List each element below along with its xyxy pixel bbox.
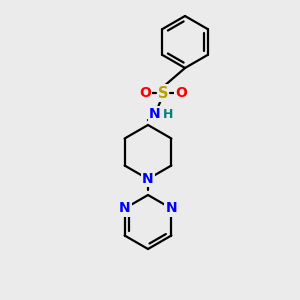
Text: H: H	[163, 109, 173, 122]
Text: O: O	[175, 86, 187, 100]
Text: S: S	[158, 85, 168, 100]
Text: N: N	[149, 107, 161, 121]
Text: O: O	[139, 86, 151, 100]
Text: N: N	[119, 202, 130, 215]
Text: N: N	[166, 202, 177, 215]
Text: N: N	[142, 172, 154, 186]
